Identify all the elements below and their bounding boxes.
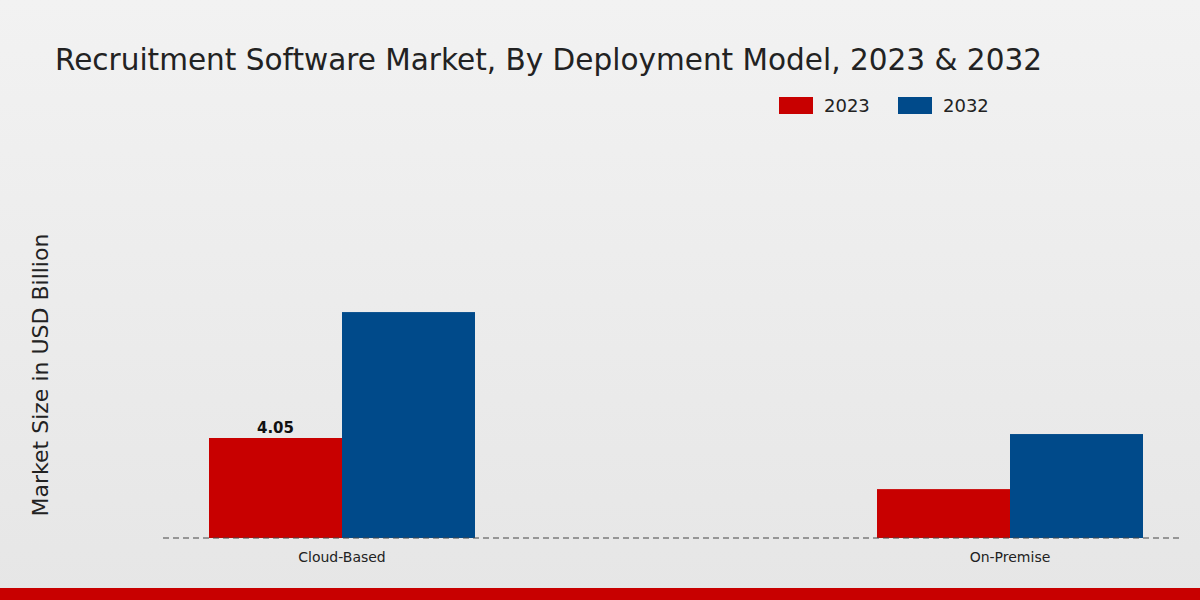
title: Recruitment Software Market, By Deployme… [55, 42, 1042, 77]
bar [342, 312, 475, 538]
bars [209, 312, 1143, 538]
chart: Recruitment Software Market, By Deployme… [0, 0, 1200, 600]
legend-swatch [898, 97, 932, 114]
legend-label: 2032 [943, 95, 989, 116]
baseline [163, 538, 1180, 539]
bar [877, 489, 1010, 538]
data-label: 4.05 [257, 419, 294, 437]
legend-label: 2023 [824, 95, 870, 116]
bar [1010, 434, 1143, 538]
data-labels: 4.05 [257, 419, 294, 437]
footer-band [0, 588, 1200, 600]
bar [209, 438, 342, 538]
x-tick-label: On-Premise [970, 549, 1051, 565]
legend-swatch [779, 97, 813, 114]
y-axis-label: Market Size in USD Billion [28, 234, 53, 517]
x-tick-label: Cloud-Based [298, 549, 386, 565]
